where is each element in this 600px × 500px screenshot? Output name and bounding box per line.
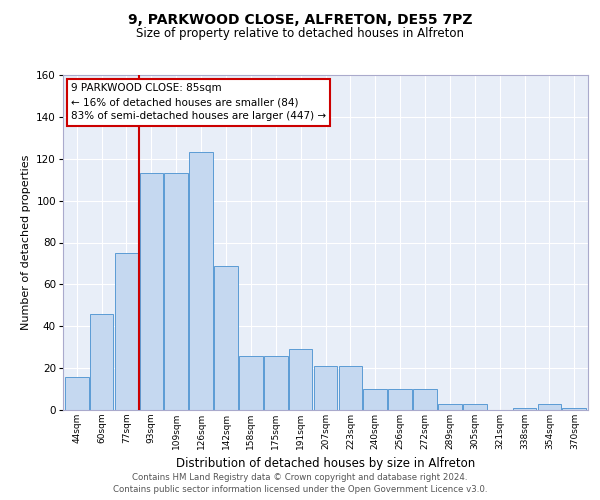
Bar xyxy=(164,174,188,410)
Bar xyxy=(388,389,412,410)
X-axis label: Distribution of detached houses by size in Alfreton: Distribution of detached houses by size … xyxy=(176,458,475,470)
Bar xyxy=(338,366,362,410)
Text: Contains HM Land Registry data © Crown copyright and database right 2024.
Contai: Contains HM Land Registry data © Crown c… xyxy=(113,472,487,494)
Bar xyxy=(90,314,113,410)
Bar xyxy=(513,408,536,410)
Y-axis label: Number of detached properties: Number of detached properties xyxy=(21,155,31,330)
Bar xyxy=(314,366,337,410)
Bar xyxy=(115,253,138,410)
Bar xyxy=(189,152,213,410)
Bar xyxy=(65,376,89,410)
Bar xyxy=(413,389,437,410)
Bar xyxy=(264,356,287,410)
Bar xyxy=(538,404,561,410)
Bar xyxy=(214,266,238,410)
Text: 9 PARKWOOD CLOSE: 85sqm
← 16% of detached houses are smaller (84)
83% of semi-de: 9 PARKWOOD CLOSE: 85sqm ← 16% of detache… xyxy=(71,84,326,122)
Bar xyxy=(438,404,462,410)
Bar xyxy=(562,408,586,410)
Text: Size of property relative to detached houses in Alfreton: Size of property relative to detached ho… xyxy=(136,28,464,40)
Bar xyxy=(140,174,163,410)
Bar xyxy=(463,404,487,410)
Bar xyxy=(289,350,313,410)
Bar xyxy=(239,356,263,410)
Bar xyxy=(364,389,387,410)
Text: 9, PARKWOOD CLOSE, ALFRETON, DE55 7PZ: 9, PARKWOOD CLOSE, ALFRETON, DE55 7PZ xyxy=(128,12,472,26)
